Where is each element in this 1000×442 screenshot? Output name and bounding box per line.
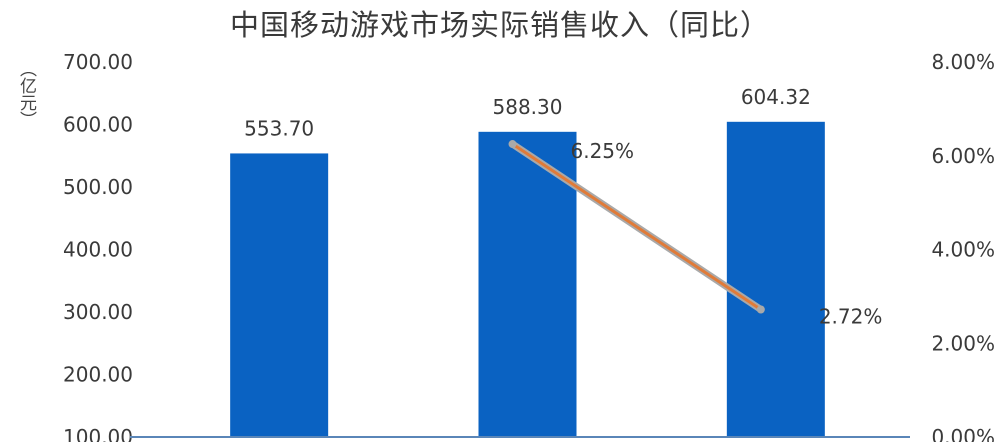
y-left-tick-label: 100.00: [63, 425, 133, 442]
growth-line: [511, 142, 763, 311]
growth-data-label: 6.25%: [571, 139, 635, 163]
bar-data-label: 588.30: [493, 95, 563, 119]
bar-data-label: 604.32: [741, 85, 811, 109]
y-right-tick-label: 6.00%: [931, 144, 995, 168]
y-left-tick-label: 200.00: [63, 363, 133, 387]
y-left-tick-label: 700.00: [63, 50, 133, 74]
y-axis-unit-label: （亿元）: [16, 60, 36, 128]
growth-data-label: 2.72%: [819, 305, 883, 329]
y-right-tick-label: 8.00%: [931, 50, 995, 74]
y-left-tick-label: 600.00: [63, 113, 133, 137]
y-left-tick-label: 500.00: [63, 175, 133, 199]
y-right-tick-label: 2.00%: [931, 331, 995, 355]
y-left-tick-label: 400.00: [63, 238, 133, 262]
y-left-tick-label: 300.00: [63, 300, 133, 324]
bar-data-label: 553.70: [244, 116, 314, 140]
growth-point: [508, 140, 517, 149]
bar: [230, 153, 329, 437]
y-right-tick-label: 0.00%: [931, 425, 995, 442]
y-right-tick-label: 4.00%: [931, 238, 995, 262]
bar: [726, 121, 825, 438]
bar: [478, 131, 577, 437]
growth-point: [756, 305, 765, 314]
chart-title: 中国移动游戏市场实际销售收入（同比）: [229, 8, 770, 42]
